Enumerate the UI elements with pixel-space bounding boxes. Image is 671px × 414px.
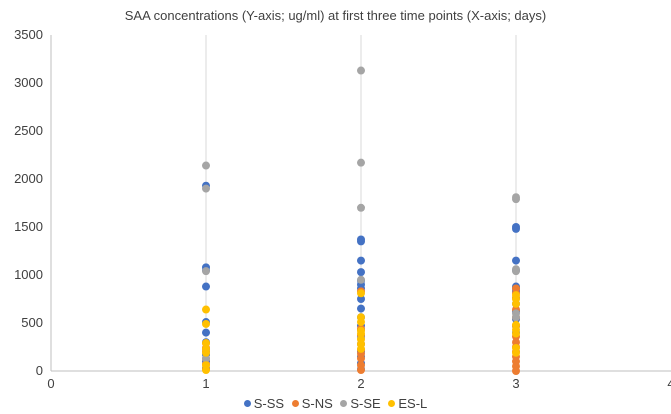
data-point-es-l [512, 329, 520, 338]
data-point-s-ss [357, 304, 365, 313]
x-tick-label: 2 [357, 376, 364, 391]
legend-item-s-ns: S-NS [291, 396, 333, 411]
data-point-s-ss [512, 256, 520, 265]
data-point-s-ss [357, 268, 365, 277]
data-point-es-l [202, 319, 210, 328]
data-point-s-ss [202, 328, 210, 337]
legend-marker-s-se [340, 400, 348, 407]
data-point-s-ns [357, 354, 365, 363]
x-tick-label: 3 [512, 376, 519, 391]
data-point-s-se [512, 195, 520, 204]
y-tick-label: 1000 [14, 267, 43, 282]
data-point-s-se [202, 161, 210, 170]
data-point-s-ns [512, 367, 520, 375]
data-point-s-se [512, 313, 520, 322]
data-point-s-ss [202, 282, 210, 291]
y-tick-label: 2500 [14, 123, 43, 138]
legend-marker-es-l [388, 400, 396, 407]
data-point-es-l [512, 348, 520, 357]
x-tick-label: 1 [202, 376, 209, 391]
data-point-s-se [202, 267, 210, 276]
data-point-s-ss [357, 237, 365, 246]
y-tick-label: 1500 [14, 219, 43, 234]
legend-marker-s-ss [243, 400, 251, 407]
data-point-s-ss [357, 256, 365, 265]
data-point-s-ss [512, 224, 520, 233]
y-tick-label: 500 [21, 315, 43, 330]
data-point-es-l [357, 329, 365, 338]
y-tick-label: 2000 [14, 171, 43, 186]
data-point-s-se [357, 203, 365, 212]
legend-marker-s-ns [291, 400, 299, 407]
legend-item-s-se: S-SE [340, 396, 381, 411]
legend: S-SS S-NS S-SE ES-L [0, 396, 671, 411]
x-tick-label: 0 [47, 376, 54, 391]
data-point-s-ns [357, 366, 365, 375]
legend-label-s-ss: S-SS [253, 396, 285, 411]
data-point-es-l [202, 305, 210, 314]
x-tick-label: 4 [667, 376, 671, 391]
data-point-s-se [357, 158, 365, 167]
y-tick-label: 3000 [14, 75, 43, 90]
y-tick-label: 0 [36, 363, 43, 378]
y-tick-labels: 0 500 1000 1500 2000 2500 3000 3500 [14, 27, 43, 378]
data-point-es-l [512, 299, 520, 308]
data-point-s-ss [357, 295, 365, 303]
x-tick-labels: 0 1 2 3 4 [47, 376, 671, 391]
data-point-s-se [357, 275, 365, 284]
chart-title: SAA concentrations (Y-axis; ug/ml) at fi… [124, 8, 547, 23]
legend-label-s-ns: S-NS [301, 396, 333, 411]
legend-label-es-l: ES-L [398, 396, 428, 411]
data-point-es-l [357, 289, 365, 298]
data-point-es-l [202, 348, 210, 357]
y-tick-label: 3500 [14, 27, 43, 42]
data-point-s-se [202, 184, 210, 193]
data-points [202, 66, 520, 375]
legend-label-s-se: S-SE [350, 396, 381, 411]
legend-item-es-l: ES-L [388, 396, 427, 411]
data-point-s-se [512, 267, 520, 276]
data-point-es-l [202, 339, 210, 348]
legend-item-s-ss: S-SS [243, 396, 285, 411]
data-point-s-se [357, 66, 365, 75]
data-point-es-l [357, 318, 365, 327]
data-point-es-l [357, 344, 365, 353]
data-point-s-se [202, 354, 210, 363]
data-point-es-l [202, 366, 210, 375]
